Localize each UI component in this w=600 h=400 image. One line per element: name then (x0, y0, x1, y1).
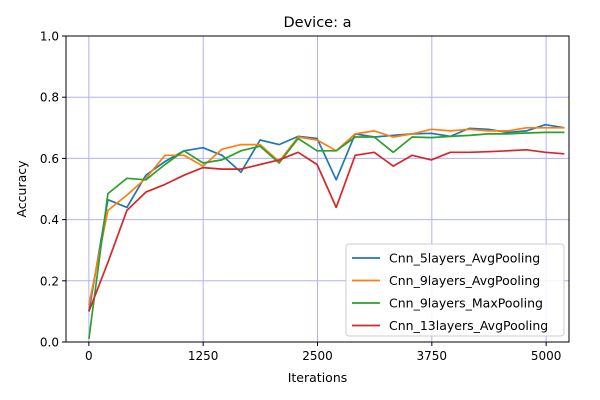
y-tick-label: 1.0 (40, 30, 59, 44)
x-tick-label: 3750 (417, 349, 448, 363)
y-tick-label: 0.2 (40, 274, 59, 288)
legend-label: Cnn_13layers_AvgPooling (389, 318, 548, 333)
x-axis-ticks: 0 1250 2500 3750 5000 (85, 342, 561, 363)
x-axis-label: Iterations (288, 370, 348, 385)
legend: Cnn_5layers_AvgPooling Cnn_9layers_AvgPoo… (345, 243, 565, 337)
legend-label: Cnn_9layers_AvgPooling (389, 273, 540, 288)
series-line-3 (88, 131, 565, 340)
legend-box (345, 243, 565, 337)
series-line-2 (88, 126, 565, 306)
y-tick-label: 0.8 (40, 91, 59, 105)
chart-title: Device: a (284, 15, 352, 31)
legend-label: Cnn_5layers_AvgPooling (389, 251, 540, 266)
x-tick-label: 2500 (302, 349, 333, 363)
series-line-4 (88, 148, 565, 312)
legend-label: Cnn_9layers_MaxPooling (389, 296, 543, 311)
series-layer (88, 123, 565, 340)
x-tick-label: 1250 (188, 349, 219, 363)
series-line-1 (88, 123, 565, 312)
y-tick-label: 0.6 (40, 152, 59, 166)
x-tick-label: 0 (85, 349, 93, 363)
x-tick-label: 5000 (531, 349, 562, 363)
y-axis-ticks: 0.0 0.2 0.4 0.6 0.8 1.0 (40, 30, 66, 350)
y-tick-label: 0.0 (40, 336, 59, 350)
y-axis-label: Accuracy (14, 160, 29, 218)
y-tick-label: 0.4 (40, 213, 59, 227)
